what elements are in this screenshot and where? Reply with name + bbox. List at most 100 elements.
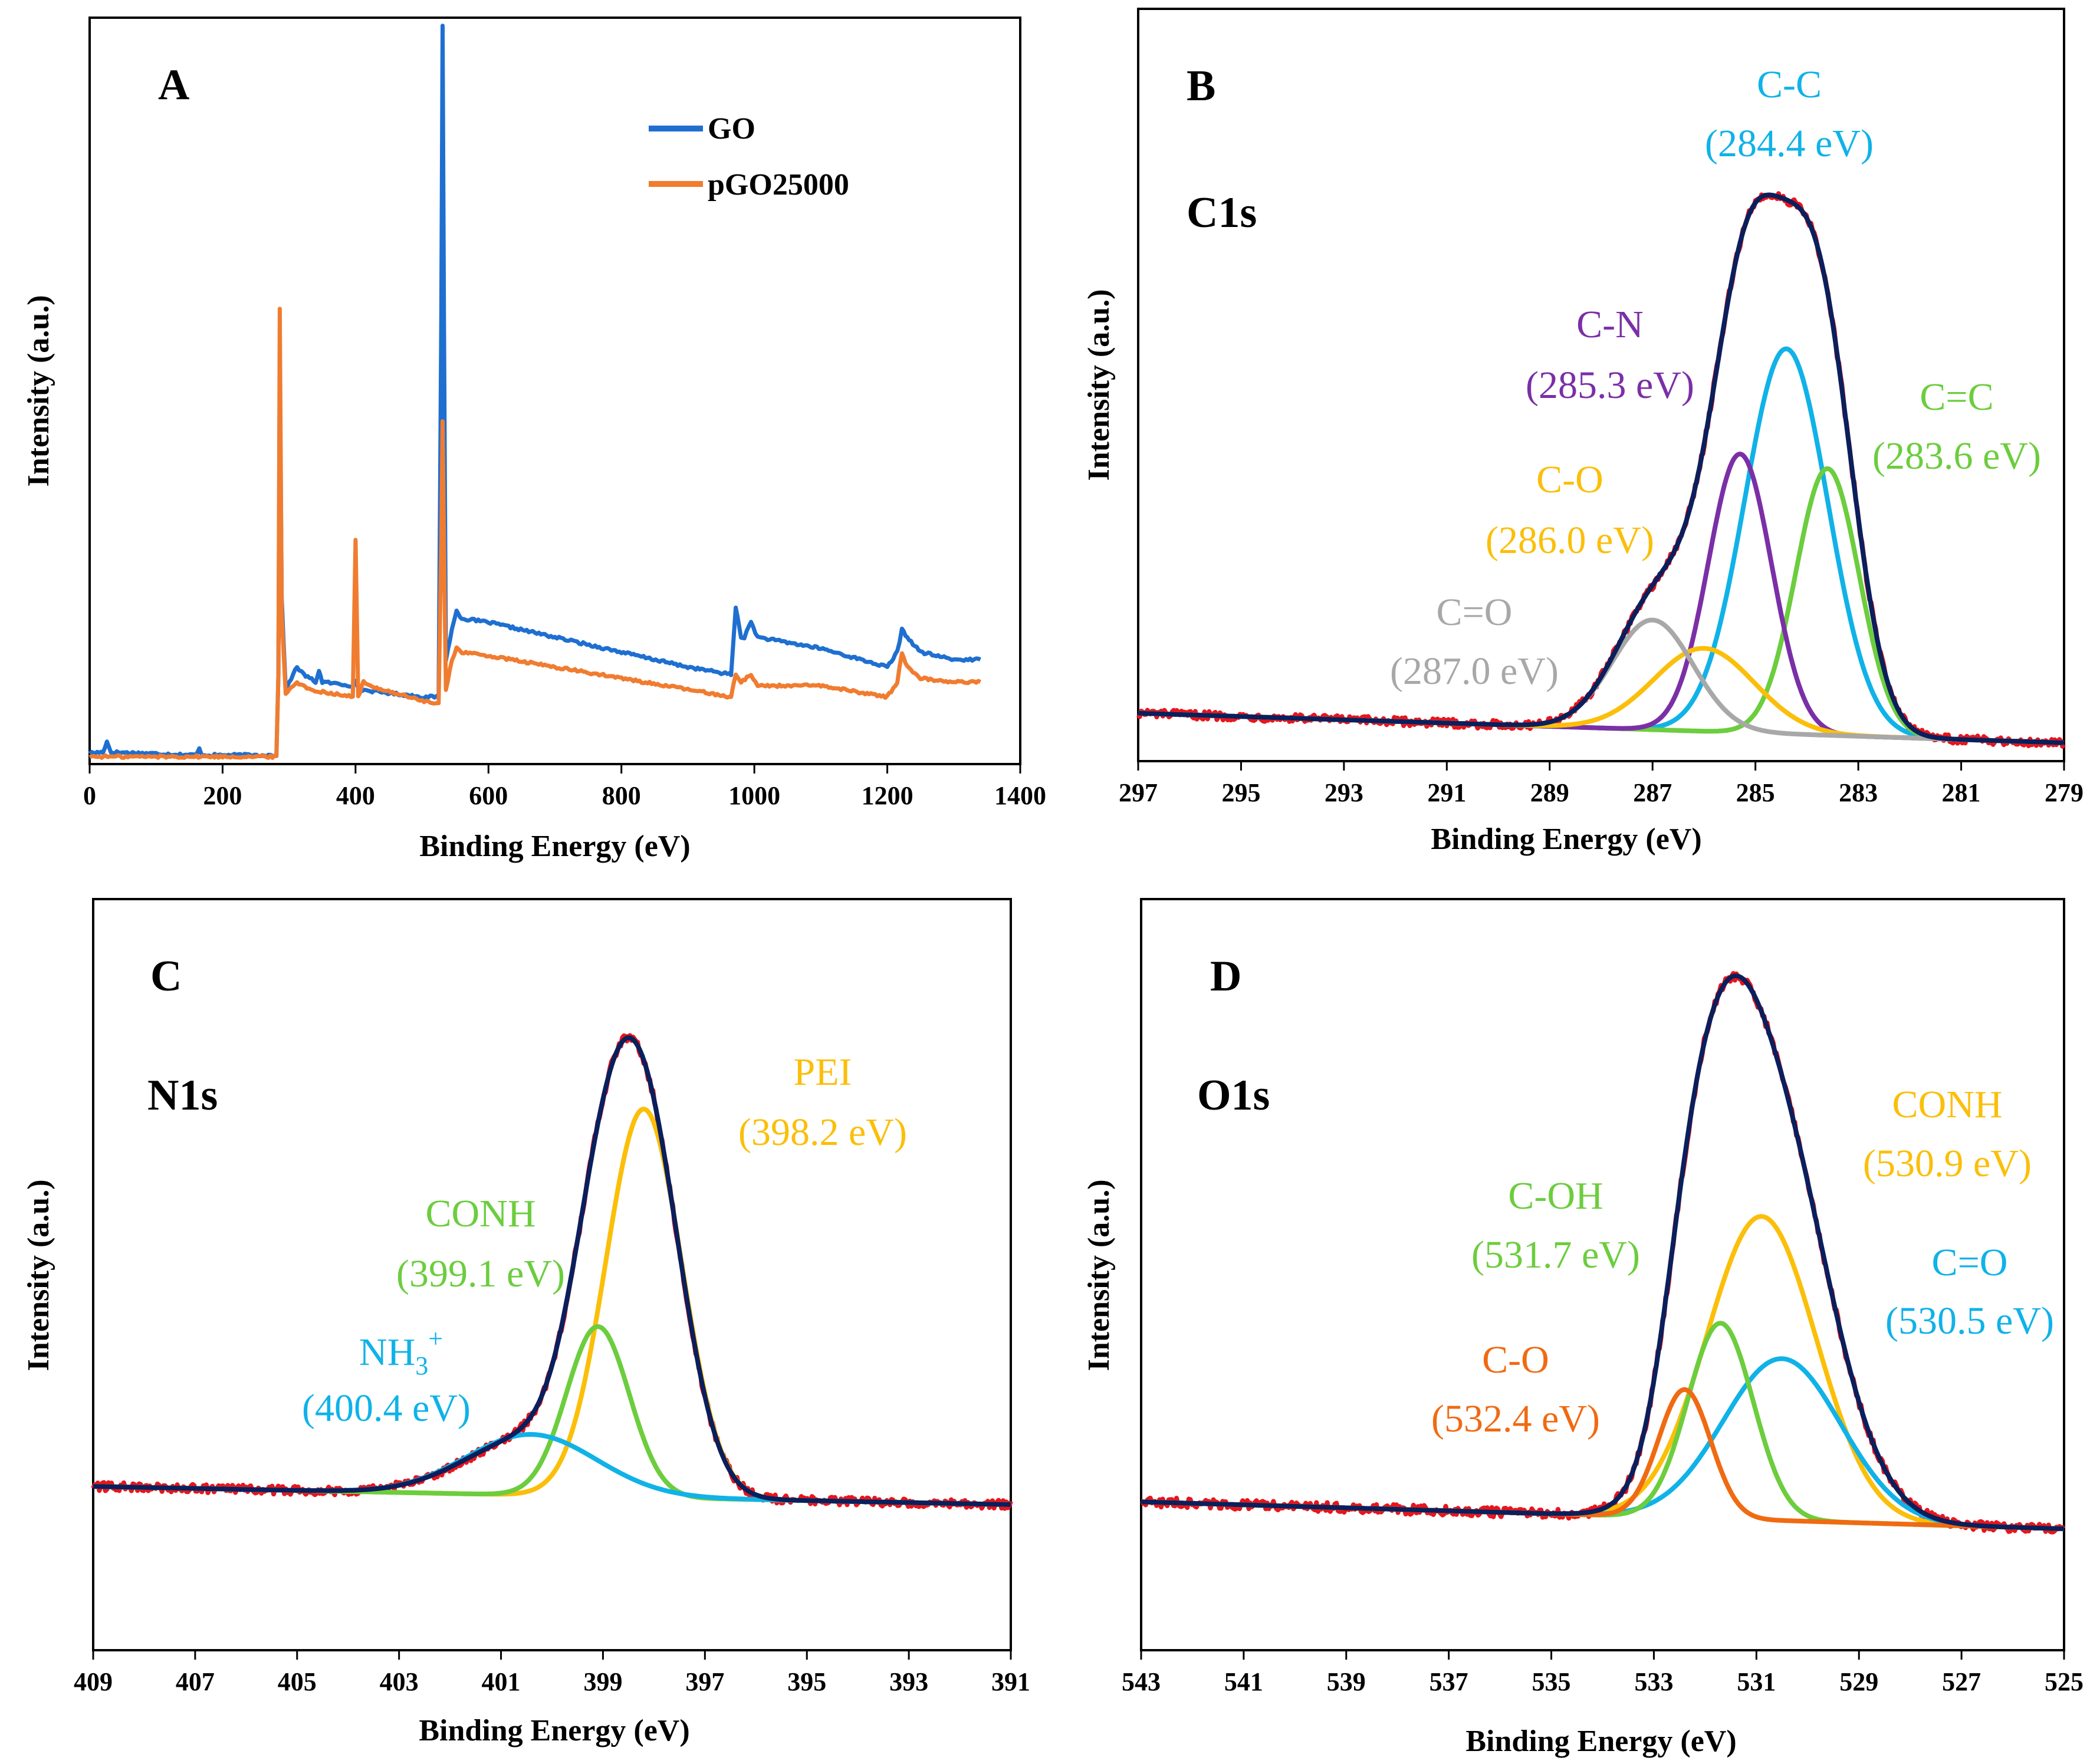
peak-label-c-dbl-c: C=C: [1920, 376, 1993, 419]
x-tick-label: 403: [380, 1667, 419, 1696]
x-tick-label: 543: [1122, 1667, 1161, 1696]
peak-label-co: C-O: [1536, 458, 1603, 501]
peak-energy-pei: (398.2 eV): [738, 1111, 907, 1154]
panel-c-frame: [92, 898, 1012, 1651]
x-tick-label: 401: [482, 1667, 521, 1696]
panel-c-series-group: [91, 1033, 1013, 1511]
peak-energy-conh: (399.1 eV): [396, 1252, 565, 1295]
x-tick-label: 525: [2045, 1667, 2084, 1696]
x-tick-label: 393: [889, 1667, 928, 1696]
panel-d-series-group: [1140, 971, 2066, 1535]
x-tick-label: 535: [1532, 1667, 1571, 1696]
x-tick-label: 409: [74, 1667, 113, 1696]
x-tick-label: 395: [787, 1667, 826, 1696]
peak-energy-o-conh: (530.9 eV): [1863, 1142, 2032, 1185]
x-tick-label: 531: [1737, 1667, 1776, 1696]
peak-label-cn: C-N: [1576, 303, 1644, 346]
peak-energy-cn: (285.3 eV): [1526, 364, 1694, 407]
x-tick-label: 1000: [728, 781, 780, 810]
peak-energy-co: (286.0 eV): [1486, 519, 1654, 562]
panel-d-letter: D: [1210, 952, 1241, 1001]
panel-b-series-group: [1136, 191, 2066, 749]
x-tick-label: 533: [1634, 1667, 1673, 1696]
panel-b-letter: B: [1187, 62, 1215, 110]
x-tick-label: 1200: [862, 781, 913, 810]
panel-a-ticks: 0 200 400 600 800 1000 1200 1400: [83, 764, 1046, 810]
panel-a-survey: 0 200 400 600 800 1000 1200 1400 A Binding Ener…: [22, 17, 1046, 863]
x-tick-label: 297: [1119, 778, 1158, 807]
fit-envelope-line: [1137, 192, 2065, 745]
x-tick-label: 291: [1427, 778, 1466, 807]
peak-label-c-dbl-o: C=O: [1437, 591, 1513, 634]
x-tick-label: 405: [278, 1667, 317, 1696]
panel-b-c1s: 297 295 293 291 289 287 285 283 281 279 B C1s Bin…: [1082, 8, 2084, 856]
peak-label-pei: PEI: [794, 1051, 852, 1094]
fit-envelope-line: [92, 1035, 1012, 1507]
legend-go-label: GO: [708, 112, 755, 146]
panel-c-ticks: 409 407 405 403 401 399 397 395 393 391: [74, 1650, 1030, 1696]
panel-c-core-label: N1s: [147, 1071, 218, 1120]
x-tick-label: 200: [203, 781, 242, 810]
x-tick-label: 399: [583, 1667, 622, 1696]
component-pei-line: [92, 1107, 1012, 1507]
nh3-main: NH: [359, 1331, 415, 1374]
legend-pgo25000-label: pGO25000: [708, 168, 849, 202]
fit-envelope-line: [1140, 973, 2065, 1532]
peak-energy-o-co: (532.4 eV): [1431, 1397, 1600, 1440]
series-go-line: [88, 24, 981, 759]
panel-b-xlabel: Binding Energy (eV): [1431, 822, 1701, 856]
panel-c-ylabel: Intensity (a.u.): [22, 1179, 55, 1371]
peak-label-o-co: C-O: [1482, 1338, 1549, 1381]
x-tick-label: 293: [1325, 778, 1363, 807]
peak-energy-c-dbl-o: (287.0 eV): [1390, 650, 1559, 693]
x-tick-label: 295: [1221, 778, 1260, 807]
peak-energy-nh3: (400.4 eV): [302, 1387, 471, 1430]
peak-label-conh: CONH: [425, 1192, 535, 1235]
x-tick-label: 541: [1224, 1667, 1263, 1696]
series-pgo25000-line: [88, 307, 981, 760]
peak-energy-coh: (531.7 eV): [1471, 1233, 1640, 1276]
x-tick-label: 600: [469, 781, 508, 810]
panel-c-xlabel: Binding Energy (eV): [419, 1714, 689, 1747]
x-tick-label: 407: [176, 1667, 215, 1696]
peak-label-cc: C-C: [1757, 63, 1822, 106]
x-tick-label: 537: [1430, 1667, 1468, 1696]
panel-a-series-group: [88, 24, 981, 760]
panel-b-frame: [1137, 8, 2065, 762]
panel-a-legend: GO pGO25000: [649, 112, 849, 202]
x-tick-label: 289: [1530, 778, 1569, 807]
component-nh3--line: [92, 1432, 1012, 1507]
peak-energy-c-dbl-c: (283.6 eV): [1872, 435, 2041, 478]
panel-a-ylabel: Intensity (a.u.): [22, 295, 55, 486]
panel-a-frame: [88, 17, 1021, 765]
panel-b-ticks: 297 295 293 291 289 287 285 283 281 279: [1119, 761, 2084, 807]
peak-label-coh: C-OH: [1508, 1174, 1603, 1217]
x-tick-label: 527: [1942, 1667, 1981, 1696]
x-tick-label: 539: [1327, 1667, 1366, 1696]
x-tick-label: 283: [1839, 778, 1878, 807]
x-tick-label: 0: [83, 781, 96, 810]
peak-label-o-conh: CONH: [1892, 1083, 2002, 1126]
x-tick-label: 285: [1736, 778, 1775, 807]
x-tick-label: 1400: [994, 781, 1046, 810]
peak-label-o-c-dbl-o: C=O: [1932, 1241, 2008, 1284]
panel-b-ylabel: Intensity (a.u.): [1082, 289, 1116, 481]
panel-a-letter: A: [158, 61, 189, 109]
x-tick-label: 287: [1633, 778, 1672, 807]
component-c-c-line: [1137, 466, 2065, 745]
x-tick-label: 281: [1942, 778, 1981, 807]
peak-energy-cc: (284.4 eV): [1705, 122, 1874, 165]
panel-d-o1s: 543 541 539 537 535 533 531 529 527 525 D O1s Bin…: [1082, 898, 2084, 1758]
peak-energy-o-c-dbl-o: (530.5 eV): [1885, 1299, 2054, 1342]
panel-b-core-label: C1s: [1187, 189, 1257, 237]
panel-d-frame: [1140, 898, 2065, 1651]
x-tick-label: 397: [685, 1667, 724, 1696]
nh3-superscript: +: [428, 1324, 443, 1353]
nh3-subscript: 3: [415, 1351, 428, 1380]
x-tick-label: 529: [1839, 1667, 1878, 1696]
component-c-oh-line: [1140, 1321, 2065, 1532]
peak-label-nh3: NH3+: [359, 1324, 443, 1380]
panel-d-xlabel: Binding Energy (eV): [1465, 1724, 1736, 1758]
panel-d-ticks: 543 541 539 537 535 533 531 529 527 525: [1122, 1650, 2084, 1696]
